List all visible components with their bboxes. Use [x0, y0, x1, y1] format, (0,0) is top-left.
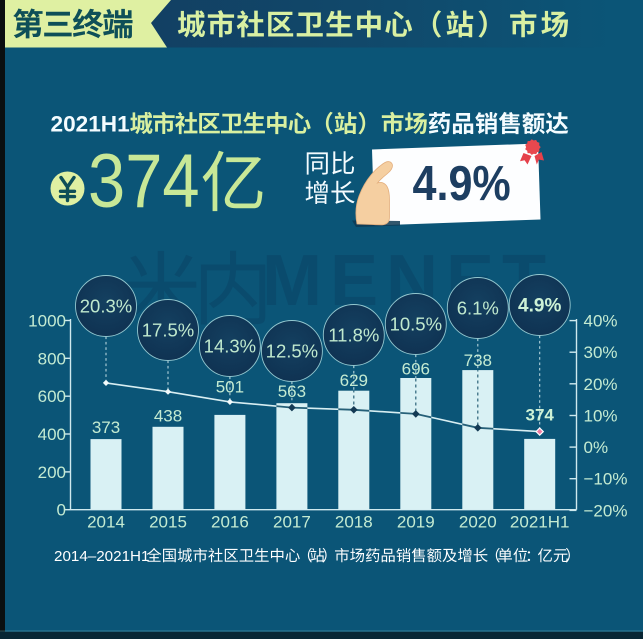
svg-text:800: 800 [38, 349, 66, 368]
svg-text:6.1%: 6.1% [457, 298, 499, 319]
svg-text:−10%: −10% [584, 470, 628, 489]
svg-text:30%: 30% [584, 343, 618, 362]
svg-text:0: 0 [57, 501, 66, 520]
svg-text:374: 374 [88, 139, 200, 224]
svg-text:2015: 2015 [149, 513, 187, 532]
svg-text:40%: 40% [584, 312, 618, 331]
svg-text:2020: 2020 [459, 513, 497, 532]
svg-text:20.3%: 20.3% [80, 296, 132, 317]
svg-text:2014: 2014 [87, 513, 125, 532]
svg-text:10.5%: 10.5% [390, 314, 442, 335]
svg-text:10%: 10% [584, 407, 618, 426]
svg-text:2014–2021H1: 2014–2021H1 [54, 548, 149, 565]
svg-text:12.5%: 12.5% [266, 341, 318, 362]
svg-text:4.9%: 4.9% [518, 296, 561, 317]
svg-text:17.5%: 17.5% [142, 320, 194, 341]
svg-text:11.8%: 11.8% [328, 325, 379, 346]
svg-text:2019: 2019 [397, 513, 435, 532]
svg-text:4.9%: 4.9% [413, 155, 511, 210]
svg-text:563: 563 [278, 382, 306, 401]
svg-text:1000: 1000 [28, 312, 66, 331]
svg-text:2018: 2018 [335, 513, 373, 532]
svg-text:438: 438 [154, 407, 182, 426]
svg-text:20%: 20% [584, 375, 618, 394]
svg-text:696: 696 [402, 360, 430, 379]
svg-text:501: 501 [216, 378, 244, 397]
svg-text:629: 629 [340, 371, 368, 390]
svg-text:373: 373 [92, 418, 120, 437]
svg-text:200: 200 [38, 463, 66, 482]
svg-text:2021H1: 2021H1 [510, 513, 570, 532]
svg-text:400: 400 [38, 425, 66, 444]
svg-text:374: 374 [526, 406, 555, 425]
svg-text:14.3%: 14.3% [204, 336, 256, 357]
svg-text:−20%: −20% [584, 501, 628, 520]
svg-text:0%: 0% [584, 438, 609, 457]
svg-text:2016: 2016 [211, 513, 249, 532]
svg-text:2017: 2017 [273, 513, 311, 532]
svg-text:2021H1: 2021H1 [51, 112, 130, 137]
svg-text:600: 600 [38, 387, 66, 406]
